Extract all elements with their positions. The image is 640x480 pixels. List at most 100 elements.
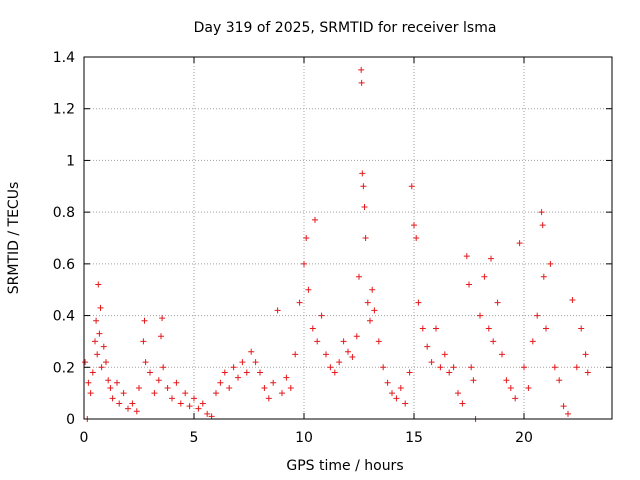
data-point <box>213 390 219 397</box>
x-tick-label: 5 <box>190 430 199 446</box>
data-point <box>411 222 417 229</box>
data-point <box>114 379 120 386</box>
data-point <box>92 338 98 345</box>
data-point <box>543 325 549 332</box>
data-point <box>89 369 96 376</box>
data-point <box>360 183 367 190</box>
data-point <box>584 369 591 376</box>
data-point <box>424 343 431 350</box>
data-point <box>283 374 290 381</box>
data-point <box>305 286 312 293</box>
data-point <box>274 307 281 314</box>
data-point <box>191 395 197 402</box>
data-point <box>217 379 224 386</box>
axis-ticks: 0 0.2 0.4 0.6 0.8 1 1.2 1.4 0 5 10 15 20 <box>53 50 612 446</box>
data-point <box>109 395 116 402</box>
x-tick-label: 10 <box>295 430 313 446</box>
data-point <box>140 338 147 345</box>
data-point <box>490 338 497 345</box>
data-point <box>204 410 211 417</box>
y-tick-label: 1.2 <box>53 102 75 118</box>
data-point <box>361 203 368 210</box>
data-point <box>93 317 100 324</box>
data-point <box>94 351 101 358</box>
data-point <box>507 384 514 391</box>
data-point <box>182 390 189 397</box>
data-point <box>164 384 171 391</box>
data-point <box>318 312 325 319</box>
data-point <box>151 390 158 397</box>
data-point <box>529 338 536 345</box>
data-point <box>239 359 246 366</box>
data-point <box>485 325 492 332</box>
data-point <box>463 253 470 260</box>
data-point <box>367 317 373 324</box>
data-point <box>230 364 237 371</box>
data-point <box>301 260 307 267</box>
data-point <box>578 325 585 332</box>
data-point <box>129 400 136 407</box>
data-point <box>186 403 193 410</box>
data-point <box>512 395 519 402</box>
data-point <box>516 240 523 247</box>
data-point <box>107 384 114 391</box>
data-point <box>85 379 92 386</box>
data-point <box>96 330 103 337</box>
data-point <box>560 403 567 410</box>
data-point <box>226 384 233 391</box>
data-point <box>155 377 162 384</box>
data-point <box>364 299 371 306</box>
data-point <box>100 343 107 350</box>
data-point <box>98 364 105 371</box>
data-point <box>419 325 426 332</box>
data-point <box>359 170 366 177</box>
data-point <box>573 364 580 371</box>
x-tick-label: 0 <box>80 430 89 446</box>
data-point <box>279 390 285 397</box>
y-tick-label: 0.4 <box>53 309 75 325</box>
data-point <box>336 359 343 366</box>
data-point <box>208 413 215 420</box>
data-point <box>477 312 483 319</box>
data-point <box>415 299 422 306</box>
data-point <box>397 384 404 391</box>
data-point <box>565 410 571 417</box>
data-point <box>437 364 444 371</box>
data-point <box>459 400 466 407</box>
data-point <box>97 304 104 311</box>
y-tick-label: 0.8 <box>53 205 75 221</box>
data-point <box>133 408 140 415</box>
data-point <box>116 400 123 407</box>
data-point <box>406 369 413 376</box>
data-point <box>481 273 488 280</box>
data-points <box>82 66 591 422</box>
x-axis-title: GPS time / hours <box>286 458 403 474</box>
data-point <box>408 183 415 190</box>
data-point <box>488 255 494 262</box>
y-tick-label: 1.4 <box>53 50 75 66</box>
data-point <box>539 222 546 229</box>
data-point <box>441 351 448 358</box>
data-point <box>312 216 318 223</box>
data-point <box>455 390 461 397</box>
data-point <box>362 235 369 241</box>
data-point <box>358 66 365 73</box>
data-point <box>303 235 310 241</box>
data-point <box>95 281 102 288</box>
data-point <box>356 273 362 280</box>
data-point <box>389 390 395 397</box>
data-point <box>327 364 334 371</box>
data-point <box>136 384 142 391</box>
data-point <box>380 364 387 371</box>
data-point <box>466 281 472 288</box>
y-tick-label: 0.6 <box>53 257 75 273</box>
x-tick-label: 15 <box>405 430 423 446</box>
chart-title: Day 319 of 2025, SRMTID for receiver lsm… <box>194 20 497 36</box>
data-point <box>147 369 153 376</box>
data-point <box>349 353 356 360</box>
data-point <box>235 374 241 381</box>
data-point <box>296 299 303 306</box>
data-point <box>521 364 527 371</box>
data-point <box>257 369 263 376</box>
